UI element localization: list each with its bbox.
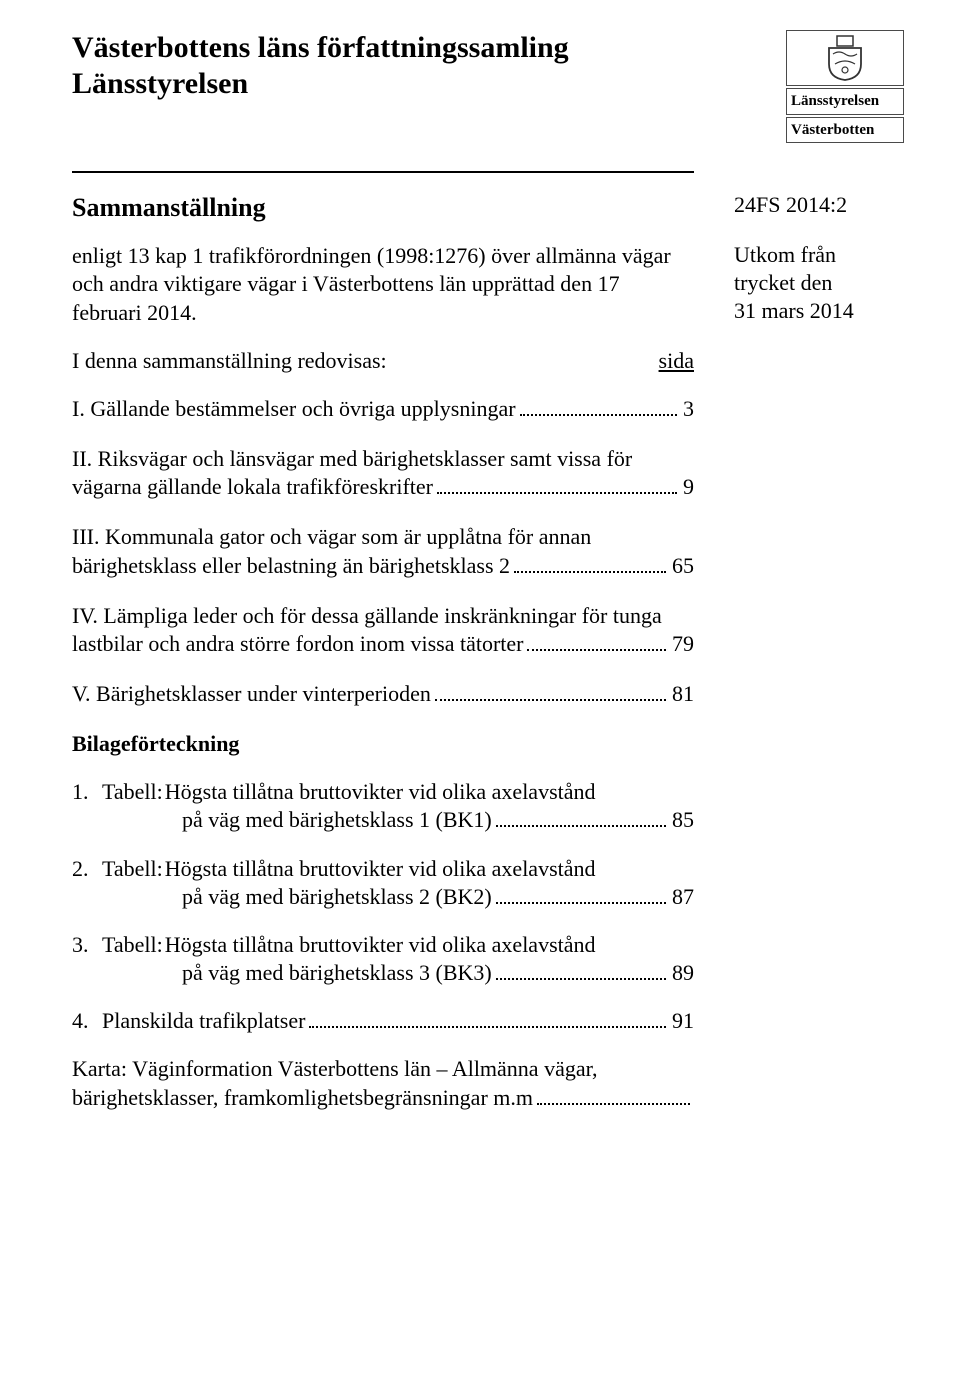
- bilaga-item: 1. Tabell: Högsta tillåtna bruttovikter …: [72, 778, 694, 834]
- bilaga-page: 87: [670, 883, 694, 911]
- bilaga-line1: Högsta tillåtna bruttovikter vid olika a…: [163, 855, 596, 883]
- toc-page: 9: [681, 473, 694, 501]
- toc-text: I. Gällande bestämmelser och övriga uppl…: [72, 395, 516, 423]
- toc-text: vägarna gällande lokala trafikföreskrift…: [72, 473, 433, 501]
- leader-dots: [309, 1026, 666, 1028]
- bilaga-item: 3. Tabell: Högsta tillåtna bruttovikter …: [72, 931, 694, 987]
- bilaga-label: Tabell:: [102, 855, 163, 883]
- body-row: Sammanställning enligt 13 kap 1 trafikfö…: [72, 191, 904, 1112]
- bilaga-line2: på väg med bärighetsklass 3 (BK3): [182, 959, 492, 987]
- toc-item: II. Riksvägar och länsvägar med bärighet…: [72, 445, 694, 501]
- bilaga-num: 2.: [72, 855, 102, 883]
- leader-dots: [437, 492, 677, 494]
- toc-item: V. Bärighetsklasser under vinterperioden…: [72, 680, 694, 708]
- karta-line1: Karta: Väginformation Västerbottens län …: [72, 1056, 598, 1081]
- redovisas-label: I denna sammanställning redovisas:: [72, 347, 387, 375]
- bilaga-page: 91: [670, 1007, 694, 1035]
- header-row: Västerbottens läns författningssamling L…: [72, 30, 904, 143]
- document-title: Västerbottens läns författningssamling L…: [72, 30, 766, 102]
- toc-item: I. Gällande bestämmelser och övriga uppl…: [72, 395, 694, 423]
- page-container: Västerbottens läns författningssamling L…: [0, 0, 960, 1152]
- toc-text: V. Bärighetsklasser under vinterperioden: [72, 680, 431, 708]
- bilaga-item: 4. Planskilda trafikplatser 91: [72, 1007, 694, 1035]
- bilaga-item: 2. Tabell: Högsta tillåtna bruttovikter …: [72, 855, 694, 911]
- title-line-2: Länsstyrelsen: [72, 67, 248, 100]
- toc-item: IV. Lämpliga leder och för dessa gälland…: [72, 602, 694, 658]
- logo-column: Länsstyrelsen Västerbotten: [786, 30, 904, 143]
- leader-dots: [435, 699, 666, 701]
- subheading: Sammanställning: [72, 191, 694, 224]
- divider: [72, 171, 694, 173]
- utkom-line1: Utkom från: [734, 241, 854, 269]
- redovisas-row: I denna sammanställning redovisas: sida: [72, 347, 694, 375]
- leader-dots: [527, 649, 666, 651]
- toc-page: 65: [670, 552, 694, 580]
- leader-dots: [537, 1103, 690, 1105]
- bilaga-page: 89: [670, 959, 694, 987]
- bilaga-line1: Högsta tillåtna bruttovikter vid olika a…: [163, 931, 596, 959]
- toc-text-pre: IV. Lämpliga leder och för dessa gälland…: [72, 602, 694, 630]
- bilaga-label: Tabell:: [102, 778, 163, 806]
- leader-dots: [496, 978, 666, 980]
- toc-text: bärighetsklass eller belastning än bärig…: [72, 552, 510, 580]
- toc-text-pre: II. Riksvägar och länsvägar med bärighet…: [72, 445, 694, 473]
- bilaga-num: 4.: [72, 1007, 102, 1035]
- leader-dots: [496, 825, 666, 827]
- utkom-line2: trycket den: [734, 269, 854, 297]
- leader-dots: [514, 571, 666, 573]
- crest-icon: [786, 30, 904, 86]
- bilaga-line2: Planskilda trafikplatser: [102, 1007, 305, 1035]
- karta-line2: bärighetsklasser, framkomlighetsbegränsn…: [72, 1084, 533, 1112]
- toc-page: 79: [670, 630, 694, 658]
- title-line-1: Västerbottens läns författningssamling: [72, 31, 569, 64]
- toc-text: lastbilar och andra större fordon inom v…: [72, 630, 523, 658]
- fs-reference: 24FS 2014:2: [734, 191, 854, 219]
- main-column: Sammanställning enligt 13 kap 1 trafikfö…: [72, 191, 694, 1112]
- utkom-line3: 31 mars 2014: [734, 297, 854, 325]
- bilaga-line2: på väg med bärighetsklass 1 (BK1): [182, 806, 492, 834]
- toc-page: 3: [681, 395, 694, 423]
- toc-item: III. Kommunala gator och vägar som är up…: [72, 523, 694, 579]
- side-column: 24FS 2014:2 Utkom från trycket den 31 ma…: [734, 191, 854, 326]
- karta-block: Karta: Väginformation Västerbottens län …: [72, 1055, 694, 1111]
- logo-text-1: Länsstyrelsen: [786, 88, 904, 115]
- leader-dots: [520, 414, 677, 416]
- logo-text-2: Västerbotten: [786, 117, 904, 144]
- sida-label: sida: [659, 347, 694, 375]
- bilaga-line2: på väg med bärighetsklass 2 (BK2): [182, 883, 492, 911]
- bilaga-line1: Högsta tillåtna bruttovikter vid olika a…: [163, 778, 596, 806]
- leader-dots: [496, 902, 666, 904]
- toc-page: 81: [670, 680, 694, 708]
- bilaga-label: Tabell:: [102, 931, 163, 959]
- intro-paragraph: enligt 13 kap 1 trafikförordningen (1998…: [72, 242, 694, 326]
- bilaga-page: 85: [670, 806, 694, 834]
- bilaga-num: 3.: [72, 931, 102, 959]
- bilaga-heading: Bilageförteckning: [72, 730, 694, 758]
- toc-text-pre: III. Kommunala gator och vägar som är up…: [72, 523, 694, 551]
- bilaga-num: 1.: [72, 778, 102, 806]
